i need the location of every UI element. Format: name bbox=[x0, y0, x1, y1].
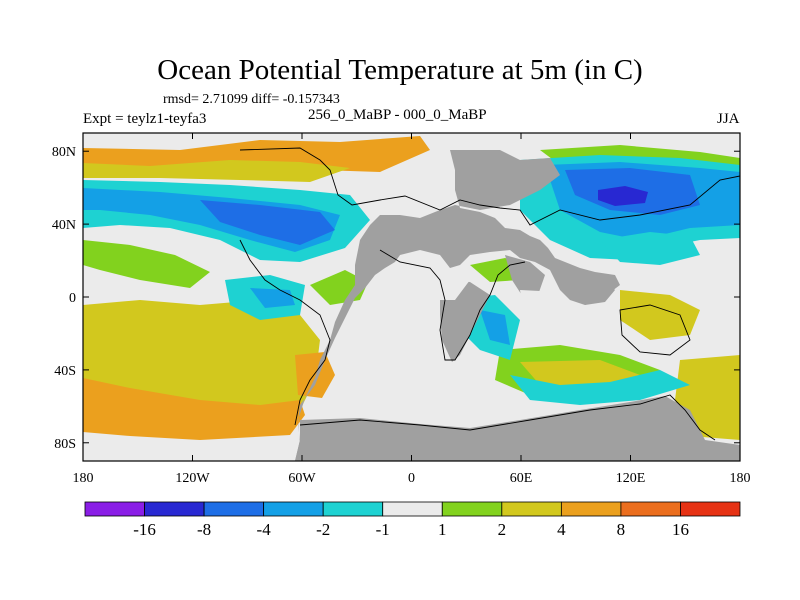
colorbar-swatch bbox=[441, 501, 503, 517]
field-white-blotch-2 bbox=[520, 290, 575, 330]
land-australia bbox=[570, 270, 615, 305]
colorbar-label: 8 bbox=[617, 520, 626, 539]
field-north-pacific-green bbox=[83, 240, 210, 288]
field-pacific-west-yellow bbox=[620, 290, 700, 340]
stats-label: rmsd= 2.71099 diff= -0.157343 bbox=[163, 92, 340, 107]
colorbar-swatch bbox=[501, 501, 562, 517]
colorbar-swatch bbox=[84, 501, 145, 517]
colorbar-label: 2 bbox=[498, 520, 507, 539]
field-equatorial-east-lightblue bbox=[250, 288, 295, 308]
colorbar-label: 16 bbox=[672, 520, 689, 539]
colorbar-swatch bbox=[263, 501, 324, 517]
field-mid-east-cyan bbox=[600, 232, 700, 265]
colorbar-swatch bbox=[680, 501, 741, 517]
colorbar-label: -8 bbox=[197, 520, 211, 539]
colorbar-swatch bbox=[144, 501, 205, 517]
field-arctic-yellow bbox=[83, 160, 350, 182]
colorbar-label: 1 bbox=[438, 520, 447, 539]
axis-ticks: 180 120W 60W 0 60E 120E 180 80N 40N 0 40S 80S bbox=[52, 133, 751, 486]
colorbar-swatch bbox=[322, 501, 384, 517]
colorbar: -16 -8 -4 -2 -1 1 2 4 8 16 bbox=[84, 501, 741, 539]
colorbar-swatch bbox=[620, 501, 681, 517]
coastline bbox=[239, 147, 740, 441]
field-northeast-darkblue bbox=[598, 186, 648, 206]
x-tick-label: 120W bbox=[175, 471, 210, 486]
field-south-ocean-orange bbox=[83, 378, 305, 440]
x-tick-label: 0 bbox=[408, 471, 415, 486]
field-southern-cyan bbox=[510, 370, 690, 405]
colorbar-label: -1 bbox=[376, 520, 390, 539]
y-tick-label: 0 bbox=[69, 291, 76, 306]
colorbar-swatch bbox=[560, 501, 622, 517]
x-tick-label: 180 bbox=[730, 471, 751, 486]
y-tick-label: 80S bbox=[54, 437, 76, 452]
x-tick-label: 60W bbox=[288, 471, 316, 486]
field-indian-lightblue bbox=[480, 310, 510, 345]
period-label: 256_0_MaBP - 000_0_MaBP bbox=[308, 107, 487, 123]
chart-title: Ocean Potential Temperature at 5m (in C) bbox=[157, 54, 643, 86]
field-pacific-blue bbox=[200, 200, 335, 245]
x-tick-label: 120E bbox=[616, 471, 646, 486]
colorbar-label: -2 bbox=[316, 520, 330, 539]
y-tick-label: 80N bbox=[52, 145, 76, 160]
land-india bbox=[505, 255, 545, 300]
field-white-blotch-1 bbox=[410, 268, 470, 300]
colorbar-label: -16 bbox=[133, 520, 156, 539]
colorbar-label: 4 bbox=[557, 520, 566, 539]
y-tick-label: 40N bbox=[52, 218, 76, 233]
field-arctic-orange bbox=[83, 136, 430, 172]
land-south-africa bbox=[440, 280, 490, 362]
colorbar-swatch bbox=[382, 501, 443, 517]
field-south-atlantic-orange bbox=[295, 352, 335, 398]
map-field bbox=[83, 133, 740, 461]
season-label: JJA bbox=[717, 111, 740, 127]
land-antarctica bbox=[295, 396, 740, 461]
colorbar-label: -4 bbox=[257, 520, 272, 539]
x-tick-label: 60E bbox=[510, 471, 533, 486]
y-tick-label: 40S bbox=[54, 364, 76, 379]
x-tick-label: 180 bbox=[73, 471, 94, 486]
experiment-label: Expt = teylz1-teyfa3 bbox=[83, 111, 207, 127]
colorbar-swatch bbox=[203, 501, 265, 517]
